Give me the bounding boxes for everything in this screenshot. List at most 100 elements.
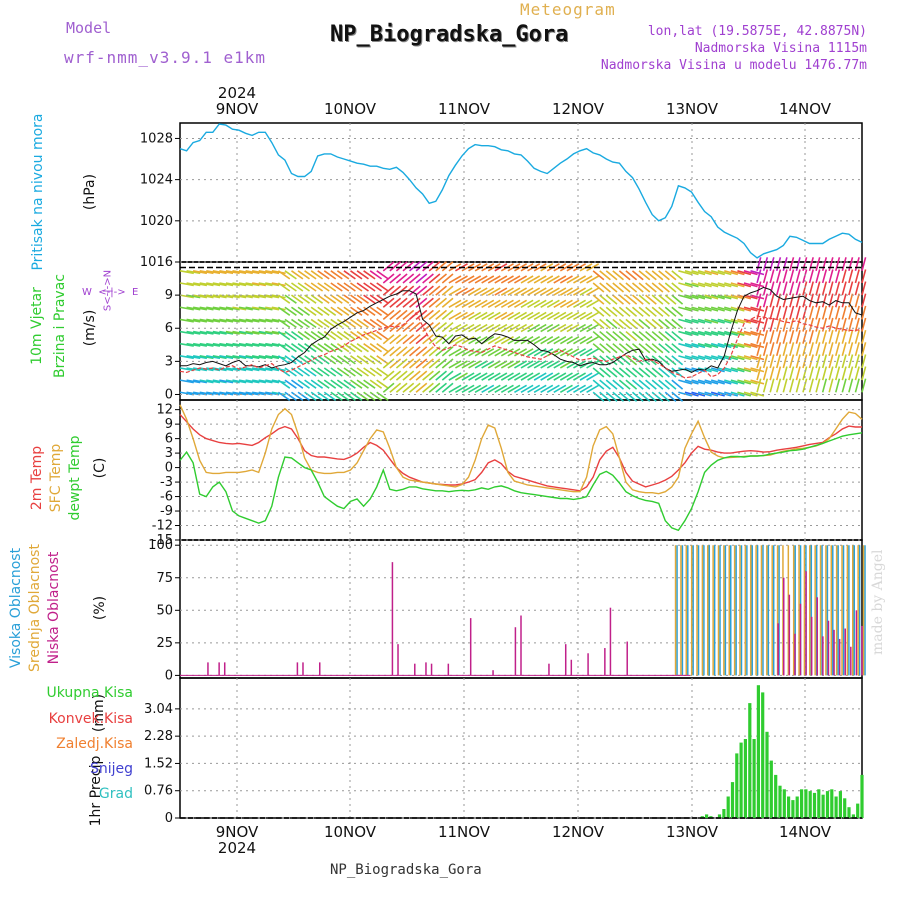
wind-barb: [409, 358, 421, 369]
wind-barb: [671, 391, 684, 402]
wind-barb: [605, 294, 618, 305]
wind-barb: [710, 391, 725, 397]
wind-barb: [389, 273, 402, 284]
wind-barb: [625, 330, 638, 342]
wind-barb: [579, 336, 593, 345]
wind-barb: [618, 330, 631, 342]
wind-barb: [638, 330, 651, 342]
wind-barb: [310, 379, 324, 389]
wind-barb: [323, 294, 337, 304]
wind-barb: [546, 299, 560, 308]
top-day-label: 9NOV: [216, 100, 259, 118]
wind-barb: [415, 358, 428, 369]
wind-barb: [363, 294, 376, 304]
wind-barb: [540, 348, 554, 357]
wind-barb: [487, 275, 501, 284]
wind-barb: [402, 382, 415, 393]
wind-barb: [225, 330, 240, 335]
wind-barb: [297, 270, 310, 280]
wind-barb: [710, 282, 725, 288]
wind-barb: [395, 273, 408, 284]
wind-barb: [481, 360, 495, 369]
wind-barb: [861, 305, 867, 320]
wind-barb: [566, 311, 580, 321]
wind-barb: [762, 269, 769, 284]
wind-barb: [618, 367, 631, 378]
wind-barb: [586, 336, 600, 345]
wind-barb: [199, 355, 214, 360]
wind-barb: [402, 346, 415, 357]
wind-barb: [664, 330, 677, 342]
wind-barb: [553, 287, 567, 296]
wind-barb: [704, 306, 719, 312]
wind-barb: [821, 317, 828, 332]
wind-barb: [212, 342, 227, 347]
wind-barb: [382, 309, 395, 321]
wind-barb: [323, 343, 337, 353]
wind-barb: [724, 367, 739, 373]
wind-barb: [612, 367, 625, 378]
wind-barb: [658, 355, 670, 366]
wind-barb: [834, 354, 841, 369]
wind-barb: [415, 261, 428, 272]
wind-barb: [546, 275, 560, 284]
wind-barb: [658, 379, 670, 390]
wind-barb: [737, 355, 752, 361]
wind-barb: [540, 311, 554, 321]
wind-barb: [854, 342, 860, 357]
wind-barb: [422, 309, 434, 321]
wind-barb: [704, 342, 719, 349]
wind-barb: [238, 282, 253, 287]
wind-barb: [834, 305, 841, 320]
precip-bar: [834, 796, 838, 818]
wind-barb: [277, 355, 291, 365]
wind-barb: [369, 282, 383, 292]
wind-barb: [678, 355, 693, 361]
wind-barb: [284, 270, 297, 280]
wind-barb: [612, 294, 625, 305]
wind-barb: [310, 294, 324, 304]
bottom-day-label: 12NOV: [552, 823, 605, 841]
wind-barb: [527, 323, 541, 333]
wind-barb: [802, 317, 808, 332]
wind-barb: [730, 342, 745, 349]
wind-barb: [854, 305, 860, 320]
wind-direction-we: W <-|-> E: [82, 287, 139, 298]
wind-barb: [514, 360, 527, 369]
wind-barb: [350, 391, 363, 401]
wind-barb: [225, 355, 240, 360]
wind-barb: [546, 360, 560, 369]
wind-barb: [277, 318, 291, 329]
wind-barb: [245, 367, 260, 372]
wind-barb: [691, 270, 706, 276]
wind-barb: [861, 354, 867, 369]
wind-barb: [448, 299, 462, 308]
wind-barb: [553, 275, 567, 284]
wind-barb: [612, 391, 625, 402]
ytick-label-1: 9: [165, 288, 173, 303]
wind-barb: [618, 318, 631, 330]
wind-barb: [474, 372, 488, 381]
precip-bar: [795, 796, 799, 818]
wind-barb: [828, 378, 834, 393]
wind-barb: [310, 318, 324, 329]
wind-barb: [435, 321, 448, 333]
wind-barb: [232, 342, 247, 347]
wind-barb: [304, 270, 317, 280]
wind-barb: [494, 372, 508, 381]
wind-barb: [815, 329, 821, 344]
wind-barb: [323, 379, 337, 389]
wind-barb: [395, 309, 408, 321]
wind-barb: [861, 366, 867, 381]
wind-barb: [697, 282, 712, 288]
wind-barb: [717, 306, 732, 312]
wind-barb: [219, 270, 234, 275]
wind-barb: [409, 321, 421, 333]
wind-barb: [382, 297, 395, 308]
wind-barb: [317, 270, 330, 280]
wind-barb: [697, 342, 712, 349]
wind-barb: [481, 275, 495, 284]
wind-barb: [815, 366, 821, 381]
wind-barb: [789, 269, 795, 284]
wind-barb: [854, 269, 860, 284]
